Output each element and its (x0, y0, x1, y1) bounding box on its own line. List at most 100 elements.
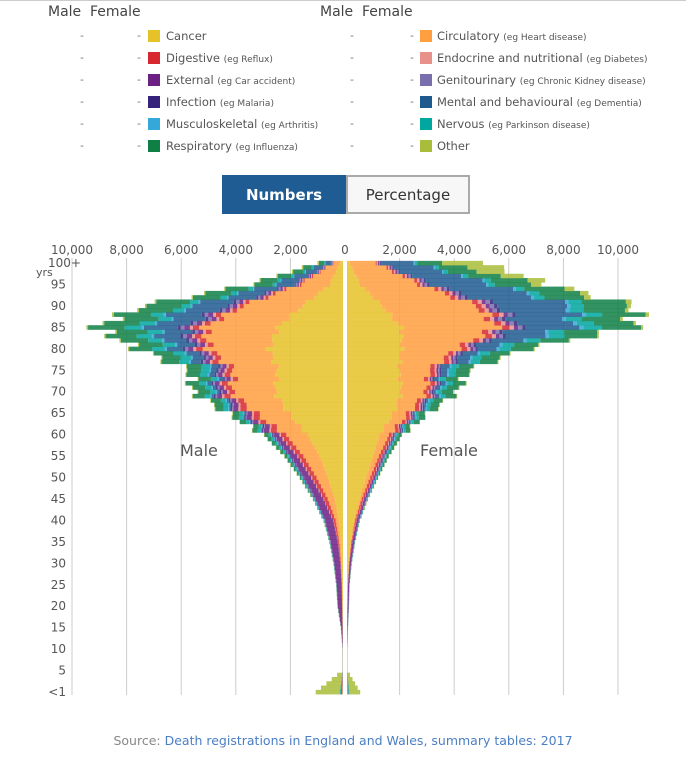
bar-segment-female (423, 402, 425, 408)
bar-segment-female (351, 531, 353, 536)
bar-segment-female (500, 273, 524, 279)
bar-segment-female (375, 471, 377, 476)
bar-segment-female (347, 453, 373, 459)
bar-segment-male (299, 475, 302, 480)
bar-segment-male (202, 346, 266, 352)
legend-label: Mental and behavioural (eg Dementia) (437, 94, 642, 112)
bar-segment-male (184, 325, 190, 330)
bar-segment-male (329, 501, 336, 506)
bar-segment-male (196, 320, 203, 326)
bar-segment-female (401, 419, 406, 425)
numbers-toggle-button[interactable]: Numbers (222, 175, 346, 214)
legend-male-header-2: Male (320, 4, 354, 20)
bar-segment-female (411, 419, 414, 425)
bar-segment-male (226, 363, 229, 369)
bar-segment-female (347, 273, 357, 279)
bar-segment-female (517, 320, 574, 326)
bar-segment-female (353, 526, 355, 532)
bar-segment-male (192, 338, 198, 343)
bar-segment-male (341, 569, 343, 575)
bar-segment-male (279, 441, 281, 446)
bar-segment-female (347, 501, 359, 506)
bar-segment-male (249, 419, 251, 425)
bar-segment-female (436, 372, 439, 377)
bar-segment-male (199, 380, 207, 386)
bar-segment-female (597, 329, 599, 335)
bar-segment-male (228, 363, 235, 369)
bar-segment-female (505, 316, 563, 322)
bar-segment-male (312, 492, 314, 498)
bar-segment-male (276, 436, 283, 442)
bar-segment-male (274, 436, 276, 442)
bar-segment-female (348, 582, 350, 588)
bar-segment-male (207, 380, 212, 386)
bar-segment-female (415, 411, 419, 416)
bar-segment-male (203, 329, 207, 335)
bar-segment-male (124, 325, 142, 330)
bar-segment-male (223, 402, 229, 408)
bar-segment-male (229, 402, 232, 408)
bar-segment-male (334, 522, 337, 528)
bar-segment-male (296, 471, 299, 476)
bar-segment-female (370, 462, 376, 468)
percentage-toggle-button[interactable]: Percentage (346, 175, 470, 214)
bar-segment-female (364, 496, 366, 502)
bar-segment-male (335, 569, 341, 575)
bar-segment-female (424, 282, 428, 287)
bar-segment-male (340, 621, 343, 626)
bar-segment-male (339, 612, 343, 618)
bar-segment-female (388, 445, 390, 450)
bar-segment-male (254, 282, 273, 287)
bar-segment-male (305, 479, 307, 485)
bar-segment-female (349, 552, 350, 558)
bar-segment-female (455, 368, 470, 373)
bar-segment-female (392, 312, 493, 317)
legend-swatch-icon (148, 52, 160, 64)
bar-segment-male (331, 513, 335, 519)
legend-swatch-icon (148, 96, 160, 108)
bar-segment-male (308, 471, 310, 476)
bar-segment-female (348, 681, 356, 686)
bar-segment-male (205, 355, 209, 360)
legend-name: Digestive (166, 51, 221, 65)
bar-segment-female (427, 389, 430, 395)
bar-segment-female (430, 368, 435, 373)
bar-segment-male (275, 290, 319, 296)
bar-segment-female (347, 393, 403, 399)
bar-segment-female (436, 363, 439, 369)
bar-segment-male (338, 539, 340, 545)
bar-segment-female (396, 402, 416, 408)
bar-segment-male (226, 368, 233, 373)
bar-segment-male (122, 316, 125, 322)
source-link[interactable]: Death registrations in England and Wales… (164, 733, 573, 748)
bar-segment-female (359, 282, 418, 287)
bar-segment-male (325, 501, 327, 506)
bar-segment-female (415, 402, 420, 408)
bar-segment-female (565, 308, 570, 313)
bar-segment-female (468, 342, 471, 347)
bar-segment-male (293, 269, 304, 275)
bar-segment-male (330, 282, 343, 287)
bar-segment-male (272, 282, 276, 287)
bar-segment-male (210, 363, 212, 369)
bar-segment-female (438, 363, 441, 369)
bar-segment-male (336, 269, 343, 275)
bar-segment-female (347, 569, 349, 575)
legend-swatch-icon (420, 118, 432, 130)
bar-segment-female (355, 518, 357, 523)
bar-segment-male (141, 325, 144, 330)
legend-female-value: - (137, 51, 141, 64)
bar-segment-female (505, 320, 510, 326)
bar-segment-male (337, 672, 342, 678)
legend-male-value: - (350, 51, 354, 64)
bar-segment-male (333, 273, 343, 279)
bar-segment-male (153, 350, 174, 356)
bar-segment-male (119, 338, 121, 343)
bar-segment-male (280, 278, 282, 283)
bar-segment-female (461, 290, 527, 296)
bar-segment-male (341, 681, 342, 686)
bar-segment-female (443, 269, 448, 275)
bar-segment-female (392, 432, 395, 438)
bar-segment-male (264, 423, 270, 429)
bar-segment-female (399, 368, 431, 373)
